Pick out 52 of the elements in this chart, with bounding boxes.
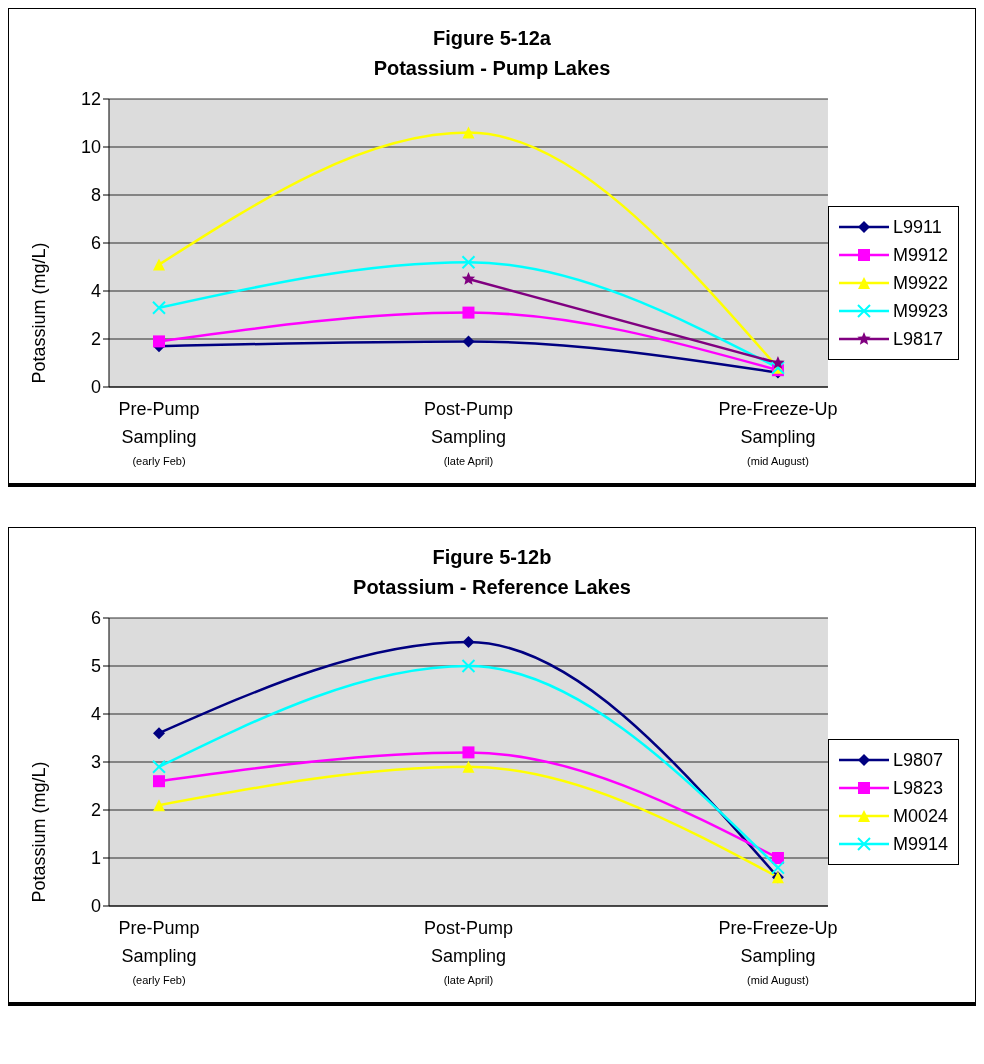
point bbox=[153, 727, 165, 740]
point bbox=[153, 258, 165, 271]
chart-title: Figure 5-12b bbox=[431, 545, 553, 570]
point bbox=[152, 300, 166, 315]
legend-label: M9914 bbox=[892, 833, 948, 856]
y-tick-label: 0 bbox=[90, 896, 101, 917]
x-tick-label: Pre-Freeze-Up Sampling (mid August) bbox=[718, 399, 838, 467]
y-tick-label: 6 bbox=[90, 608, 101, 629]
point bbox=[770, 860, 785, 875]
legend-label: L9823 bbox=[892, 777, 944, 800]
point bbox=[153, 775, 165, 788]
point bbox=[462, 335, 475, 348]
point bbox=[462, 636, 475, 648]
y-tick-label: 10 bbox=[80, 137, 101, 158]
y-axis-title: Potassium (mg/L) bbox=[29, 761, 50, 903]
legend-label: L9817 bbox=[892, 328, 944, 351]
y-tick-label: 4 bbox=[90, 704, 101, 725]
x-tick-label: Pre-Pump Sampling (early Feb) bbox=[118, 918, 200, 986]
x-tick-label: Pre-Pump Sampling (early Feb) bbox=[118, 399, 200, 467]
point bbox=[462, 126, 475, 139]
point bbox=[152, 759, 166, 774]
point bbox=[462, 306, 475, 319]
y-tick-label: 3 bbox=[90, 752, 101, 773]
legend-label: M9912 bbox=[892, 244, 948, 267]
legend-label: M9923 bbox=[892, 300, 948, 323]
point bbox=[462, 746, 475, 759]
point bbox=[461, 272, 476, 285]
x-tick-label: Post-Pump Sampling (late April) bbox=[423, 399, 513, 467]
y-tick-label: 0 bbox=[90, 377, 101, 398]
legend-label: L9807 bbox=[892, 749, 944, 772]
y-axis-title: Potassium (mg/L) bbox=[29, 242, 50, 384]
y-tick-label: 12 bbox=[80, 89, 101, 110]
point bbox=[461, 659, 476, 673]
y-tick-label: 5 bbox=[90, 656, 101, 677]
chart-subtitle: Potassium - Reference Lakes bbox=[352, 575, 632, 600]
point bbox=[153, 335, 165, 348]
chart-subtitle: Potassium - Pump Lakes bbox=[372, 56, 612, 81]
x-tick-label: Pre-Freeze-Up Sampling (mid August) bbox=[718, 918, 838, 986]
legend-label: M0024 bbox=[892, 805, 948, 828]
x-tick-label: Post-Pump Sampling (late April) bbox=[423, 918, 513, 986]
legend-label: M9922 bbox=[892, 272, 948, 295]
y-tick-label: 4 bbox=[90, 281, 101, 302]
legend-label: L9911 bbox=[892, 216, 942, 239]
y-tick-label: 2 bbox=[90, 800, 101, 821]
point bbox=[771, 852, 784, 864]
point bbox=[461, 255, 476, 270]
y-tick-label: 6 bbox=[90, 233, 101, 254]
y-tick-label: 8 bbox=[90, 185, 101, 206]
point bbox=[771, 356, 785, 369]
y-tick-label: 2 bbox=[90, 329, 101, 350]
chart-title: Figure 5-12a bbox=[432, 26, 552, 51]
y-tick-label: 1 bbox=[90, 848, 101, 869]
